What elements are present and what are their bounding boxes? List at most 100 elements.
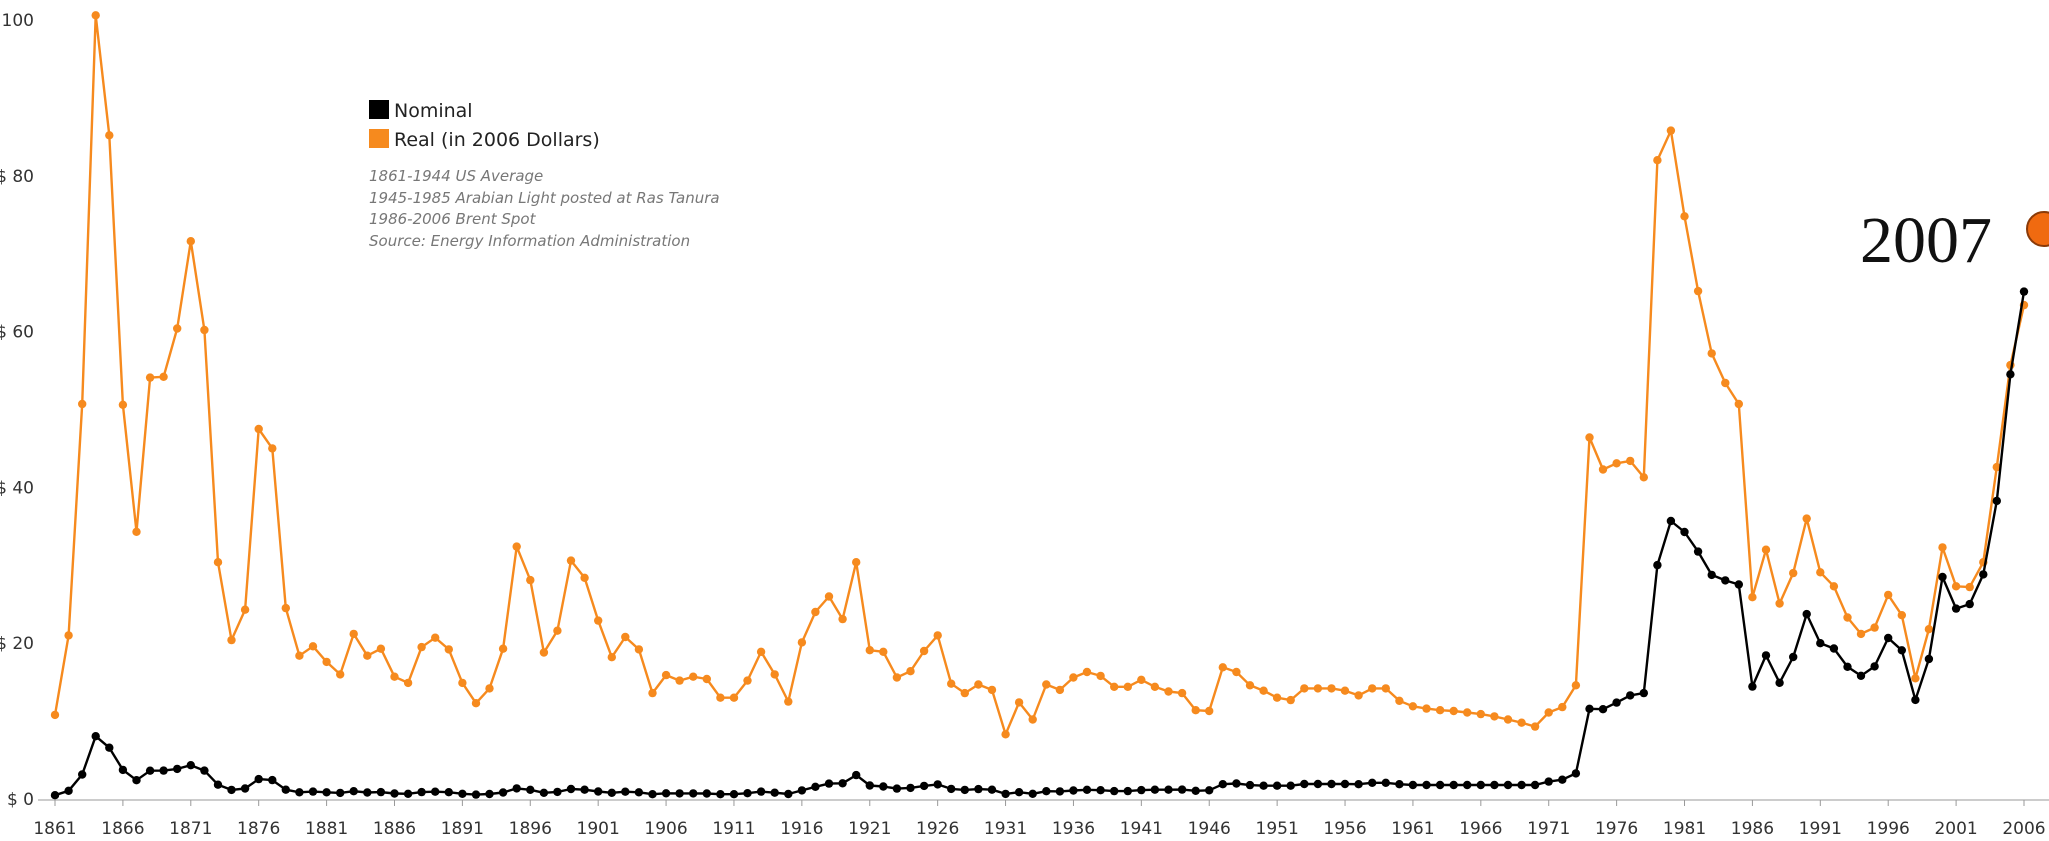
data-point-nominal [933, 780, 942, 789]
data-point-nominal [1761, 651, 1771, 660]
data-point-nominal [1150, 785, 1160, 794]
data-point-nominal [363, 788, 372, 797]
data-point-real [838, 614, 847, 624]
data-point-nominal [2019, 287, 2029, 296]
data-point-real [132, 527, 141, 536]
data-point-real [403, 678, 413, 688]
data-point-nominal [811, 782, 820, 791]
data-point-nominal [865, 781, 874, 790]
data-point-nominal [580, 785, 589, 794]
data-point-nominal [1911, 695, 1920, 705]
data-point-real [1082, 667, 1092, 677]
data-point-nominal [173, 764, 182, 774]
data-point-nominal [743, 789, 752, 798]
x-tick-label: 1971 [1527, 819, 1570, 839]
data-point-real [1191, 706, 1200, 715]
data-point-real [1150, 682, 1160, 691]
data-point-nominal [1802, 609, 1811, 619]
data-point-nominal [906, 783, 915, 793]
data-point-nominal [1096, 786, 1105, 795]
data-point-nominal [960, 785, 969, 795]
data-point-real [1530, 722, 1540, 731]
x-tick-label: 1981 [1663, 819, 1706, 839]
data-point-real [756, 647, 766, 656]
annotation-2007: 2007 [1860, 204, 2049, 277]
data-point-real [118, 400, 128, 409]
data-point-nominal [431, 787, 440, 796]
data-point-nominal [607, 788, 616, 797]
data-point-real [770, 670, 779, 679]
data-point-real [716, 693, 725, 702]
data-point-nominal [1965, 599, 1974, 609]
data-point-nominal [1313, 779, 1323, 789]
data-point-nominal [675, 789, 684, 798]
note-line-2: 1945-1985 Arabian Light posted at Ras Ta… [369, 189, 720, 207]
data-point-real [892, 673, 902, 682]
data-point-real [797, 638, 807, 647]
data-point-nominal [1110, 786, 1119, 796]
data-point-nominal [1205, 786, 1214, 795]
data-point-real [1789, 568, 1798, 578]
data-point-nominal [919, 781, 929, 791]
legend-swatch-real [369, 129, 389, 148]
data-point-nominal [797, 786, 807, 795]
x-tick-label: 1896 [509, 819, 552, 839]
data-point-nominal [1259, 781, 1268, 790]
data-point-nominal [2006, 370, 2015, 379]
data-point-real [417, 642, 426, 652]
data-point-real [336, 670, 345, 679]
data-point-real [1449, 706, 1458, 716]
data-point-nominal [1639, 688, 1649, 698]
data-point-nominal [200, 766, 209, 775]
data-point-real [1368, 684, 1377, 693]
data-point-real [1327, 684, 1336, 693]
x-tick-label: 1986 [1731, 819, 1774, 839]
data-point-nominal [987, 785, 997, 794]
y-tick-label: $ 60 [0, 323, 34, 343]
data-point-nominal [947, 784, 956, 794]
data-point-nominal [213, 780, 223, 789]
data-point-real [1639, 473, 1649, 482]
data-point-nominal [852, 770, 861, 780]
data-point-real [431, 633, 440, 642]
data-point-real [1626, 456, 1635, 466]
data-point-real [634, 645, 644, 654]
data-point-real [607, 653, 616, 662]
data-point-nominal [1843, 662, 1852, 671]
data-point-nominal [118, 765, 128, 775]
data-point-nominal [1028, 789, 1037, 798]
data-point-real [1870, 623, 1879, 632]
data-point-real [1096, 671, 1105, 681]
data-point-real [1517, 718, 1526, 727]
data-point-nominal [634, 788, 644, 797]
data-point-nominal [892, 784, 902, 793]
data-point-real [1965, 582, 1974, 592]
data-point-real [1816, 568, 1825, 577]
data-point-real [1001, 730, 1010, 739]
data-point-real [159, 372, 168, 381]
data-point-real [1884, 590, 1893, 600]
data-point-real [1055, 685, 1065, 695]
data-point-nominal [702, 789, 711, 798]
data-point-real [1911, 674, 1920, 683]
data-point-real [1721, 378, 1730, 388]
data-point-nominal [50, 791, 60, 800]
data-point-real [1653, 156, 1662, 165]
x-tick-label: 1876 [237, 819, 280, 839]
data-point-nominal [1300, 779, 1309, 789]
data-point-real [974, 680, 983, 689]
data-point-real [933, 631, 942, 640]
data-point-real [281, 603, 290, 613]
data-point-nominal [186, 761, 195, 770]
data-point-real [308, 642, 318, 651]
data-point-real [1544, 708, 1553, 717]
data-point-real [621, 632, 630, 642]
data-point-nominal [295, 788, 304, 797]
data-point-nominal [566, 784, 576, 794]
data-point-real [471, 699, 481, 708]
data-point-nominal [322, 788, 331, 797]
data-point-real [1924, 625, 1934, 634]
data-point-nominal [1354, 780, 1363, 789]
data-point-real [539, 648, 549, 657]
